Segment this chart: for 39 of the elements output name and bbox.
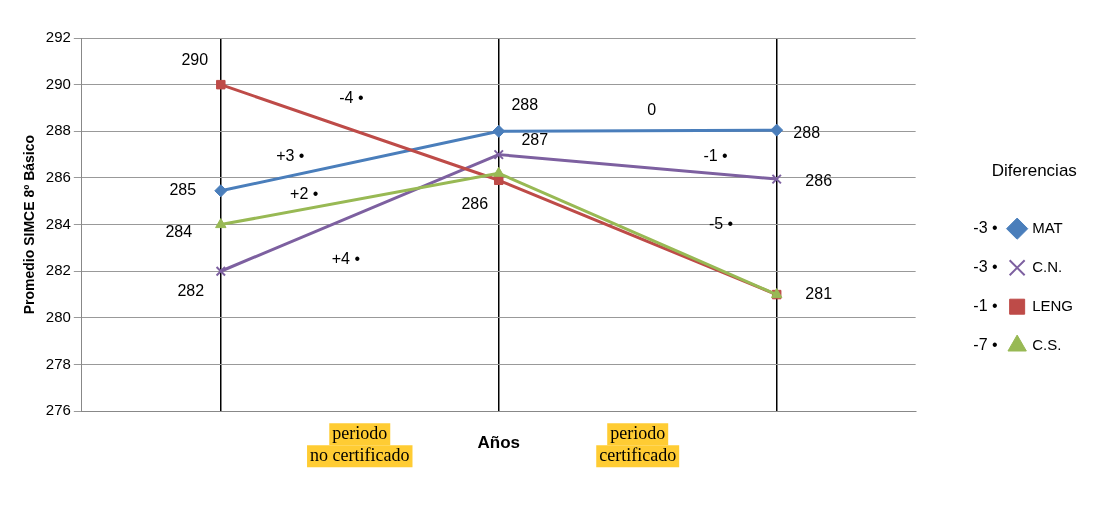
- legend-label: C.S.: [1032, 335, 1062, 353]
- annotation: +3 •: [276, 147, 305, 165]
- text: -7 •: [973, 336, 998, 354]
- y-tick-label: 276: [45, 401, 71, 419]
- y-tick-label: 286: [45, 168, 71, 186]
- data-label: 284: [165, 223, 193, 241]
- y-tick-label: 280: [45, 308, 71, 326]
- data-label: 287: [521, 131, 549, 149]
- data-label: 281: [805, 284, 833, 302]
- y-tick-label: 288: [45, 121, 71, 139]
- legend-label: LENG: [1032, 296, 1074, 314]
- data-label: 286: [805, 171, 833, 189]
- data-label: 286: [461, 194, 489, 212]
- y-tick-label: 278: [45, 354, 71, 372]
- text: periodo certificado: [599, 422, 677, 465]
- annotation: -1 •: [703, 147, 728, 165]
- annotation: 0: [647, 100, 657, 118]
- x-axis-title: Años: [477, 433, 520, 453]
- annotation: -5 •: [708, 215, 734, 233]
- y-tick-label: 290: [45, 74, 71, 92]
- data-label: 288: [793, 123, 821, 141]
- text: -1 •: [973, 297, 998, 315]
- text: -3 •: [973, 258, 998, 276]
- data-label: 285: [169, 181, 197, 199]
- annotation: -4 •: [339, 89, 364, 107]
- data-label: 288: [511, 95, 539, 113]
- data-label: 290: [181, 51, 209, 69]
- text: -3 •: [973, 219, 998, 237]
- text: periodo no certificado: [310, 422, 410, 465]
- legend-label: C.N.: [1032, 257, 1063, 275]
- data-label: 282: [177, 281, 205, 299]
- y-axis-title: Promedio SIMCE 8º Básico: [21, 134, 38, 315]
- annotation: +2 •: [290, 184, 319, 202]
- y-tick-label: 282: [45, 261, 71, 279]
- y-tick-label: 284: [45, 214, 71, 232]
- annotation: +4 •: [331, 249, 361, 267]
- legend-title: Diferencias: [991, 160, 1077, 180]
- legend-label: MAT: [1032, 218, 1063, 236]
- y-tick-label: 292: [45, 28, 71, 46]
